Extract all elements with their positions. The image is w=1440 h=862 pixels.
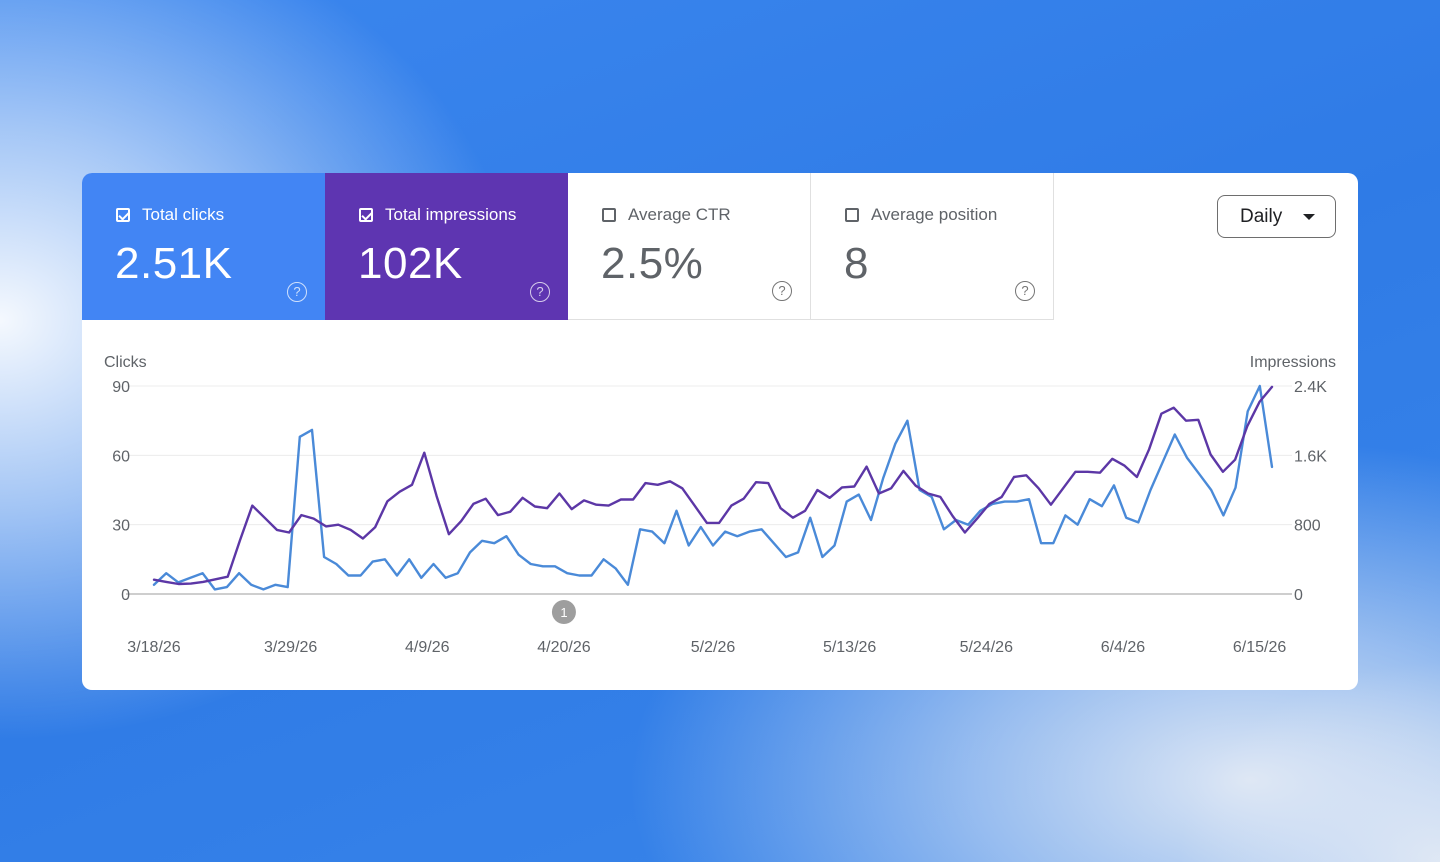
clicks-series-line — [152, 384, 1274, 591]
x-tick-label: 4/9/26 — [405, 639, 450, 656]
help-icon[interactable]: ? — [772, 281, 792, 301]
metric-label: Average CTR — [628, 205, 731, 224]
y-tick-right: 2.4K — [1294, 379, 1327, 396]
metric-label: Total impressions — [385, 205, 517, 224]
dropdown-selected-value: Daily — [1240, 206, 1283, 227]
caret-down-icon — [1303, 214, 1315, 220]
x-tick-label: 4/20/26 — [537, 639, 590, 656]
metric-label: Average position — [871, 205, 998, 224]
impressions-series-line — [152, 385, 1274, 586]
checkbox-unchecked-icon[interactable] — [602, 208, 616, 222]
y-tick-left: 30 — [112, 518, 130, 535]
y-tick-right: 800 — [1294, 518, 1321, 535]
annotation-label: 1 — [560, 605, 567, 620]
x-tick-label: 3/18/26 — [127, 639, 180, 656]
x-tick-label: 6/15/26 — [1233, 639, 1286, 656]
checkbox-checked-icon[interactable] — [359, 208, 373, 222]
metric-value: 102K — [358, 239, 463, 288]
metric-average-position[interactable]: Average position 8 ? — [811, 173, 1054, 320]
metric-average-ctr[interactable]: Average CTR 2.5% ? — [568, 173, 811, 320]
y-tick-right: 0 — [1294, 587, 1303, 604]
metric-value: 2.5% — [601, 239, 704, 288]
x-tick-label: 5/2/26 — [691, 639, 736, 656]
help-icon[interactable]: ? — [530, 282, 550, 302]
help-icon[interactable]: ? — [287, 282, 307, 302]
x-tick-label: 3/29/26 — [264, 639, 317, 656]
metric-value: 8 — [844, 239, 869, 288]
y-tick-right: 1.6K — [1294, 448, 1327, 465]
performance-chart: 0 0 30 800 60 1.6K 90 2.4K 3/18/26 3/29/26 4/9/26 4… — [112, 379, 1327, 656]
metric-total-impressions[interactable]: Total impressions 102K ? — [325, 173, 568, 320]
left-axis-title: Clicks — [104, 354, 147, 371]
y-tick-left: 0 — [121, 587, 130, 604]
right-axis-title: Impressions — [1249, 354, 1336, 371]
performance-card: Total clicks 2.51K ? Total impressions 1… — [82, 173, 1358, 690]
x-tick-label: 6/4/26 — [1101, 639, 1146, 656]
y-tick-left: 60 — [112, 448, 130, 465]
checkbox-checked-icon[interactable] — [116, 208, 130, 222]
metric-total-clicks[interactable]: Total clicks 2.51K ? — [82, 173, 325, 320]
help-icon[interactable]: ? — [1015, 281, 1035, 301]
checkbox-unchecked-icon[interactable] — [845, 208, 859, 222]
annotation-marker — [551, 600, 576, 624]
y-tick-left: 90 — [112, 379, 130, 396]
metric-value: 2.51K — [115, 239, 233, 288]
granularity-dropdown[interactable]: Daily — [1217, 195, 1336, 238]
x-tick-label: 5/13/26 — [823, 639, 876, 656]
x-tick-label: 5/24/26 — [960, 639, 1013, 656]
metric-label: Total clicks — [142, 205, 225, 224]
